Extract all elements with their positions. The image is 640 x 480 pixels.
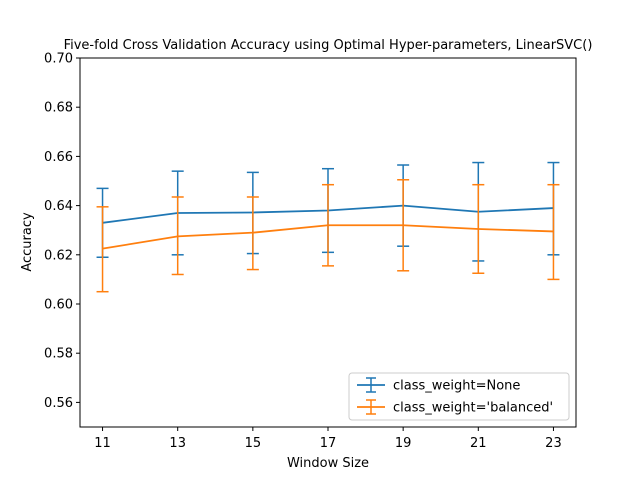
y-tick-label-6: 0.68 [44,101,73,116]
x-tick-label-6: 23 [545,436,562,451]
x-axis-label: Window Size [287,456,369,471]
x-tick-label-1: 13 [169,436,186,451]
y-tick-label-1: 0.58 [44,347,73,362]
y-tick-label-0: 0.56 [44,396,73,411]
series-1 [96,179,560,293]
y-tick-label-7: 0.70 [44,52,73,67]
y-axis: 0.56 0.58 0.60 0.62 0.64 0.66 0.68 0.70 [44,52,80,411]
chart-title: Five-fold Cross Validation Accuracy usin… [64,38,593,53]
plot-area [96,161,560,293]
y-tick-label-2: 0.60 [44,298,73,313]
x-tick-label-2: 15 [245,436,262,451]
legend-label-0: class_weight=None [393,379,520,394]
x-tick-label-5: 21 [470,436,487,451]
y-tick-label-4: 0.64 [44,199,73,214]
y-tick-label-5: 0.66 [44,150,73,165]
x-tick-label-4: 19 [395,436,412,451]
y-tick-label-3: 0.62 [44,248,73,263]
legend-box [348,372,570,421]
x-tick-label-0: 11 [94,436,111,451]
legend: class_weight=None class_weight='balanced' [348,372,570,421]
x-axis: 11 13 15 17 19 21 23 [94,427,562,451]
x-tick-label-3: 17 [320,436,337,451]
series-line-1 [102,224,554,250]
y-axis-label: Accuracy [20,212,35,272]
legend-label-1: class_weight='balanced' [393,401,553,416]
